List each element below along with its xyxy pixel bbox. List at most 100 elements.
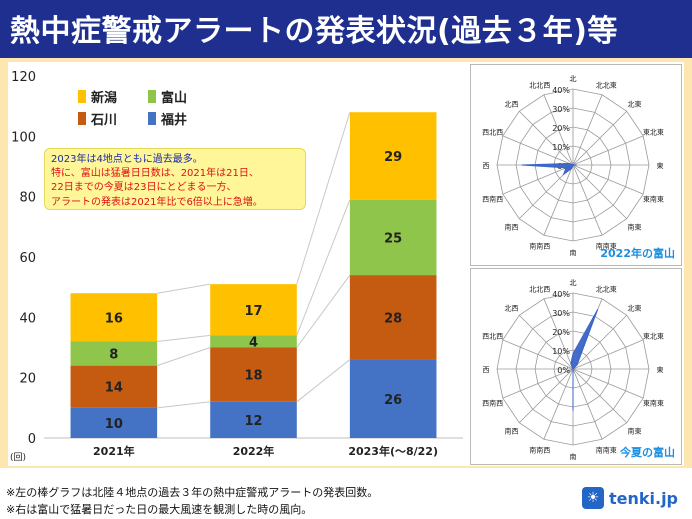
radar-ring-label: 20% — [552, 328, 570, 337]
annotation-line-1: 2023年は4地点ともに過去最多。 — [51, 154, 203, 165]
radar-direction-label: 北北東 — [596, 81, 617, 90]
radar-spoke — [543, 368, 574, 440]
radar-direction-label: 西 — [483, 162, 490, 170]
y-tick-label: 120 — [11, 70, 36, 85]
radar-direction-label: 東北東 — [643, 332, 664, 341]
bar-segment — [70, 341, 158, 366]
connector-line — [157, 401, 211, 409]
bar-segment — [349, 275, 437, 360]
radar-ring-label: 30% — [552, 105, 570, 114]
radar-direction-label: 東 — [657, 161, 664, 170]
radar-direction-label: 北北西 — [529, 82, 550, 90]
radar-spoke — [572, 135, 644, 166]
radar-series-area — [570, 309, 599, 411]
radar-spoke — [572, 164, 628, 220]
y-tick-label: 40 — [19, 311, 36, 326]
bar-segment — [70, 365, 158, 408]
annotation-line-4: アラートの発表は2021年比で6倍以上に急増。 — [51, 196, 263, 208]
sun-icon: ☀ — [581, 487, 604, 509]
y-tick-label: 60 — [19, 251, 36, 266]
data-label: 12 — [244, 414, 262, 429]
radar-spoke — [502, 135, 574, 166]
data-label: 17 — [244, 304, 262, 319]
radar-direction-label: 東 — [657, 365, 664, 374]
connector-line — [157, 334, 211, 342]
radar-direction-label: 北西 — [504, 304, 518, 312]
bar-segment — [210, 284, 297, 336]
radar-ring-label: 10% — [552, 143, 570, 152]
data-label: 4 — [249, 335, 258, 350]
radar-direction-label: 東北東 — [643, 128, 664, 137]
data-label: 16 — [105, 311, 123, 326]
radar-direction-label: 南東 — [628, 427, 642, 436]
connector-line — [156, 347, 211, 367]
radar-spoke — [572, 368, 628, 424]
radar-spoke — [518, 368, 574, 424]
footnote-1: ※左の棒グラフは北陸４地点の過去３年の熱中症警戒アラートの発表回数。 — [6, 486, 379, 499]
connector-line — [296, 359, 351, 403]
legend-swatch — [78, 112, 86, 125]
radar-direction-label: 北 — [570, 279, 577, 287]
radar-caption-2022: 2022年の富山 — [600, 247, 675, 260]
radar-direction-label: 東南東 — [643, 398, 664, 407]
data-label: 29 — [384, 150, 402, 165]
legend-swatch — [148, 90, 156, 103]
radar-direction-label: 西北西 — [482, 129, 503, 137]
radar-spoke — [572, 94, 603, 166]
data-label: 28 — [384, 311, 402, 326]
radar-spoke — [502, 368, 574, 399]
radar-ring-label: 20% — [552, 124, 570, 133]
radar-spoke — [572, 368, 603, 440]
bar-segment — [210, 401, 297, 438]
radar-spoke — [572, 368, 644, 399]
y-tick-label: 80 — [19, 191, 36, 206]
radar-direction-label: 西南西 — [482, 194, 503, 203]
radar-spoke — [502, 339, 574, 370]
radar-direction-label: 南西 — [504, 427, 518, 436]
radar-spoke — [502, 164, 574, 195]
data-label: 25 — [384, 231, 402, 246]
radar-direction-label: 南西 — [504, 223, 518, 232]
brand-logo[interactable]: ☀ tenki.jp — [581, 487, 678, 509]
radar-direction-label: 北北西 — [529, 286, 550, 294]
x-tick-label: 2023年(～8/22) — [348, 444, 438, 458]
legend-label: 福井 — [160, 112, 187, 128]
legend-label: 石川 — [90, 113, 117, 128]
data-label: 8 — [109, 348, 118, 363]
radar-spoke — [543, 94, 574, 166]
legend-swatch — [148, 112, 156, 125]
radar-direction-label: 南 — [570, 248, 577, 257]
footnote-2: ※右は富山で猛暑日だった日の最大風速を観測した時の風向。 — [6, 503, 313, 516]
bar-segment — [70, 407, 158, 438]
connector-line — [296, 112, 351, 285]
radar-direction-label: 東南東 — [643, 194, 664, 203]
stacked-bar-chart: 0 20 40 60 80 100 120 (回) 10 14 8 16 2021年 12 18 4 17 202… — [10, 70, 463, 463]
radar-direction-label: 西北西 — [482, 333, 503, 341]
wind-radar-chart-2022: 0%10%20%30%40%北北北東北東東北東東東南東南東南南東南南南西南西西南… — [482, 75, 664, 257]
radar-ring-label: 30% — [552, 309, 570, 318]
data-label: 26 — [384, 393, 402, 408]
page-title: 熱中症警戒アラートの発表状況(過去３年)等 — [10, 14, 618, 49]
y-tick-label: 100 — [11, 130, 36, 145]
radar-direction-label: 北西 — [504, 100, 518, 108]
radar-spoke — [572, 164, 603, 236]
radar-direction-label: 南南西 — [529, 241, 550, 250]
brand-name: tenki.jp — [608, 488, 678, 508]
title-bar: 熱中症警戒アラートの発表状況(過去３年)等 — [0, 0, 692, 58]
radar-direction-label: 北北東 — [596, 285, 617, 294]
radar-ring-label: 0% — [557, 366, 570, 375]
connector-line — [296, 274, 351, 348]
radar-caption-2023: 今夏の富山 — [620, 446, 675, 459]
annotation-line-2: 特に、富山は猛暑日日数は、2021年は21日、 — [51, 168, 259, 180]
data-label: 10 — [105, 417, 123, 432]
connector-line — [157, 283, 211, 294]
x-tick-label: 2022年 — [233, 444, 275, 458]
radar-spoke — [518, 314, 574, 370]
radar-direction-label: 南南東 — [596, 241, 617, 250]
radar-ring-label: 10% — [552, 347, 570, 356]
radar-direction-label: 西南西 — [482, 398, 503, 407]
radar-panel-2022: 0%10%20%30%40%北北北東北東東北東東東南東南東南南東南南南西南西西南… — [470, 64, 682, 266]
bar-segment — [70, 293, 158, 342]
radar-direction-label: 北東 — [628, 99, 642, 108]
